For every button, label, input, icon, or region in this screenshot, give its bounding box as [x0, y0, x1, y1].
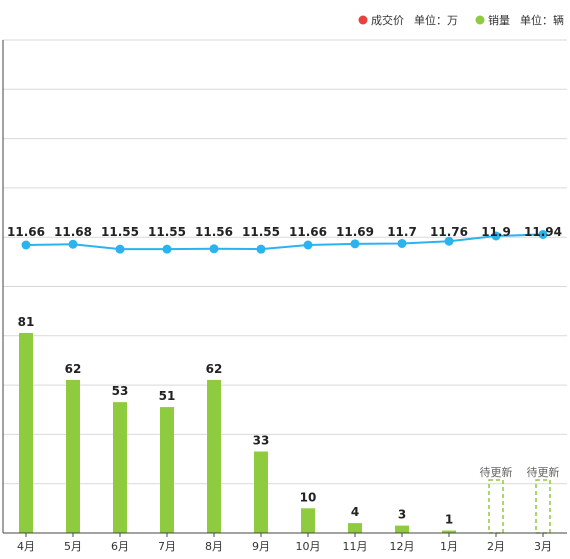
price-value-label: 11.56	[195, 225, 233, 239]
bar	[301, 508, 315, 533]
bar-value-label: 62	[206, 362, 223, 376]
bar-value-label: 81	[18, 315, 35, 329]
price-point	[491, 231, 501, 241]
price-point	[68, 239, 78, 249]
bar	[254, 451, 268, 533]
bar	[348, 523, 362, 533]
x-tick-label: 11月	[343, 540, 368, 553]
bar-value-label: 10	[300, 490, 317, 504]
x-tick-label: 3月	[534, 540, 552, 553]
price-value-label: 11.55	[148, 225, 186, 239]
x-axis: 4月 5月 6月 7月 8月 9月 10月 11月 12月 1月 2月 3月	[3, 532, 567, 553]
price-value-label: 11.68	[54, 225, 92, 239]
x-tick-label: 10月	[296, 540, 321, 553]
x-tick-label: 7月	[158, 540, 176, 553]
price-point	[397, 238, 407, 248]
x-tick-label: 12月	[390, 540, 415, 553]
price-value-label: 11.55	[242, 225, 280, 239]
x-tick-label: 5月	[64, 540, 82, 553]
pending-label: 待更新	[480, 465, 513, 479]
price-point	[538, 229, 548, 239]
pending-label: 待更新	[527, 465, 560, 479]
bar	[113, 402, 127, 533]
price-value-label: 11.55	[101, 225, 139, 239]
bar	[19, 333, 33, 533]
bar-value-label: 1	[445, 513, 453, 527]
x-tick-label: 2月	[487, 540, 505, 553]
grid	[2, 39, 567, 533]
bar-value-label: 62	[65, 362, 82, 376]
bar-pending	[535, 479, 551, 534]
legend-sales-label: 销量	[488, 13, 510, 27]
bars	[19, 333, 551, 534]
x-tick-label: 4月	[17, 540, 35, 553]
legend-price-marker	[358, 15, 368, 25]
price-value-label: 11.69	[336, 225, 374, 239]
price-value-label: 11.66	[289, 225, 327, 239]
bar-value-label: 51	[159, 389, 176, 403]
price-point	[21, 240, 31, 250]
legend-price-label: 成交价	[371, 13, 404, 27]
price-point	[303, 240, 313, 250]
bar-value-label: 4	[351, 505, 359, 519]
bar	[395, 525, 409, 533]
legend-sales-marker	[475, 15, 485, 25]
price-point	[209, 244, 219, 254]
price-point	[162, 244, 172, 254]
price-line	[21, 229, 548, 254]
price-value-label: 11.9	[481, 225, 511, 239]
bar-value-label: 53	[112, 384, 129, 398]
bar	[66, 379, 80, 533]
bar-pending	[488, 479, 504, 534]
price-line-path	[25, 233, 544, 251]
price-point	[444, 236, 454, 246]
bar	[442, 530, 456, 533]
price-value-label: 11.76	[430, 225, 468, 239]
price-point	[256, 244, 266, 254]
bar-value-label: 3	[398, 508, 406, 522]
x-tick-label: 6月	[111, 540, 129, 553]
price-point	[115, 244, 125, 254]
bar	[160, 407, 174, 533]
bar	[207, 379, 221, 533]
legend-price-unit: 单位：万	[414, 13, 458, 27]
value-labels: 81 62 53 51 62 33 10 4 3 1 待更新 待更新 11.66 11.68 11.55 11…	[7, 225, 562, 527]
price-value-label: 11.66	[7, 225, 45, 239]
x-tick-label: 8月	[205, 540, 223, 553]
price-value-label: 11.7	[387, 225, 417, 239]
bar-value-label: 33	[253, 434, 270, 448]
x-tick-label: 9月	[252, 540, 270, 553]
price-value-label: 11.94	[524, 225, 562, 239]
price-point	[350, 239, 360, 249]
x-tick-label: 1月	[440, 540, 458, 553]
legend-sales-unit: 单位：辆	[520, 13, 564, 27]
legend: 成交价 单位：万 销量 单位：辆	[358, 13, 564, 27]
